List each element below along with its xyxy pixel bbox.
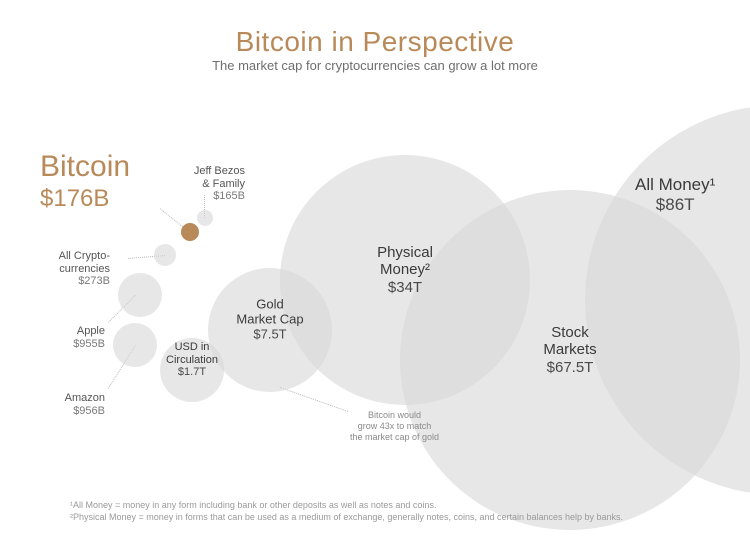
footnote-line: ²Physical Money = money in forms that ca… [70,511,710,523]
bubble-value: $956B [65,405,105,418]
bubble-name: Apple [73,325,105,338]
bubble-name: PhysicalMoney² [377,244,433,279]
bubble-name: All Money¹ [635,175,715,195]
bubble-allcrypto [154,244,176,266]
bubble-name: All Crypto-currencies [59,250,110,275]
bubble-name: Bitcoin [40,150,130,185]
connector-line [280,387,348,412]
bubble-value: $34T [377,279,433,296]
bubble-value: $165B [194,190,245,203]
callout-line: grow 43x to match [358,421,432,431]
label-stock: StockMarkets$67.5T [543,324,596,376]
bubble-amazon [113,323,157,367]
callout-text: Bitcoin would grow 43x to match the mark… [350,410,439,442]
label-usd: USD inCirculation$1.7T [166,341,218,379]
label-bitcoin: Bitcoin$176B [40,150,130,212]
footnote-line: ¹All Money = money in any form including… [70,499,710,511]
bubble-name: StockMarkets [543,324,596,359]
label-amazon: Amazon$956B [65,392,105,417]
bubble-chart: Jeff Bezos& Family$165B Bitcoin$176B All C… [0,0,750,539]
bubble-name: Amazon [65,392,105,405]
label-allmoney: All Money¹$86T [635,175,715,214]
bubble-bezos [197,210,213,226]
callout-line: the market cap of gold [350,432,439,442]
label-bezos: Jeff Bezos& Family$165B [194,165,245,203]
bubble-name: GoldMarket Cap [236,298,303,328]
bubble-apple [118,273,162,317]
bubble-name: Jeff Bezos& Family [194,165,245,190]
bubble-value: $176B [40,185,130,213]
bubble-name: USD inCirculation [166,341,218,366]
callout-line: Bitcoin would [368,410,421,420]
bubble-bitcoin [181,223,199,241]
label-gold: GoldMarket Cap$7.5T [236,298,303,343]
bubble-value: $67.5T [543,359,596,376]
bubble-value: $1.7T [166,366,218,379]
footnotes: ¹All Money = money in any form including… [70,499,710,523]
label-allcrypto: All Crypto-currencies$273B [59,250,110,288]
label-apple: Apple$955B [73,325,105,350]
bubble-value: $86T [635,195,715,215]
bubble-value: $273B [59,275,110,288]
bubble-value: $7.5T [236,327,303,342]
label-physical: PhysicalMoney²$34T [377,244,433,296]
bubble-value: $955B [73,338,105,351]
